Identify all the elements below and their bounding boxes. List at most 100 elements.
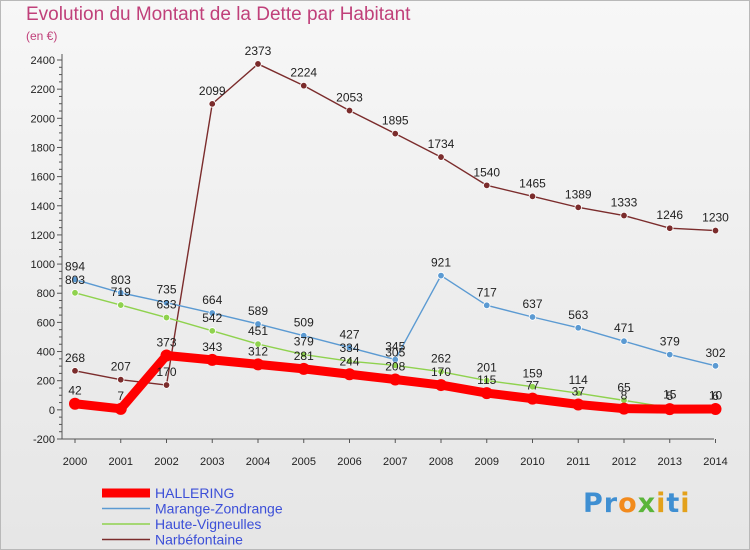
data-point-haute-vigneulles xyxy=(574,389,582,397)
data-point-hallering xyxy=(663,403,676,416)
data-label-marange-zondrange: 509 xyxy=(294,316,314,330)
x-tick-label: 2013 xyxy=(658,456,682,468)
legend-label: Marange-Zondrange xyxy=(155,501,283,517)
data-point-marange-zondrange xyxy=(117,289,125,297)
data-point-hallering xyxy=(343,368,356,381)
x-tick-label: 2011 xyxy=(566,456,590,468)
x-tick-label: 2006 xyxy=(337,456,361,468)
data-label-hallering: 170 xyxy=(431,365,451,379)
data-label-narbefontaine: 207 xyxy=(111,360,131,374)
data-point-marange-zondrange xyxy=(620,337,628,345)
data-labels: 268 207 170 2099 2373 2224 2053 1895 1734 1540 146… xyxy=(65,44,729,403)
data-point-narbefontaine xyxy=(71,367,79,375)
data-label-hallering: 77 xyxy=(526,379,540,393)
axes: -200 0 200 400 600 800 1000 1200 1400 1600 1800 200… xyxy=(31,54,728,468)
data-point-hallering xyxy=(572,398,585,411)
data-point-haute-vigneulles xyxy=(345,357,354,365)
data-point-narbefontaine xyxy=(666,224,674,232)
data-point-narbefontaine xyxy=(345,106,354,115)
y-tick-label: 600 xyxy=(37,317,55,329)
y-tick-label: 800 xyxy=(37,288,55,300)
data-label-marange-zondrange: 427 xyxy=(339,328,359,342)
data-label-haute-vigneulles: 305 xyxy=(385,345,405,359)
data-label-hallering: 343 xyxy=(202,340,222,354)
data-point-hallering xyxy=(206,353,219,366)
data-label-haute-vigneulles: 262 xyxy=(431,352,451,366)
data-point-hallering xyxy=(114,402,127,415)
logo-letter: P xyxy=(583,488,604,519)
data-point-marange-zondrange xyxy=(254,320,262,328)
data-point-marange-zondrange xyxy=(437,271,445,280)
data-point-narbefontaine xyxy=(483,181,491,190)
data-label-haute-vigneulles: 65 xyxy=(617,380,631,394)
data-point-hallering xyxy=(435,379,447,392)
data-label-narbefontaine: 1333 xyxy=(611,196,638,210)
data-point-hallering xyxy=(480,387,493,400)
x-tick-label: 2014 xyxy=(703,456,727,468)
x-tick-label: 2000 xyxy=(63,456,87,468)
data-label-narbefontaine: 1540 xyxy=(473,165,500,179)
data-point-marange-zondrange xyxy=(483,301,491,310)
legend-label: Haute-Vigneulles xyxy=(155,516,261,532)
data-label-marange-zondrange: 717 xyxy=(477,285,497,299)
y-tick-label: -200 xyxy=(33,434,55,446)
data-point-narbefontaine xyxy=(711,226,720,235)
x-tick-label: 2005 xyxy=(292,456,316,468)
data-point-marange-zondrange xyxy=(345,343,354,352)
data-point-narbefontaine xyxy=(574,203,582,212)
logo-letter: t xyxy=(666,488,681,519)
data-point-marange-zondrange xyxy=(208,309,216,317)
x-tick-label: 2003 xyxy=(200,456,224,468)
data-label-narbefontaine: 1734 xyxy=(428,137,455,151)
data-label-hallering: 373 xyxy=(156,335,176,349)
data-point-hallering xyxy=(618,402,630,415)
data-label-hallering: 7 xyxy=(117,389,124,403)
legend-label: HALLERING xyxy=(155,485,234,501)
data-label-narbefontaine: 268 xyxy=(65,351,85,365)
data-label-marange-zondrange: 735 xyxy=(156,283,176,297)
data-label-hallering: 115 xyxy=(477,373,496,387)
logo-letter: r xyxy=(603,488,619,519)
data-label-haute-vigneulles: 379 xyxy=(294,335,314,349)
data-point-haute-vigneulles xyxy=(300,350,308,359)
data-point-narbefontaine xyxy=(162,381,171,389)
chart-title: Evolution du Montant de la Dette par Hab… xyxy=(26,4,411,25)
data-point-hallering xyxy=(709,402,722,415)
data-point-narbefontaine xyxy=(117,375,125,384)
data-point-narbefontaine xyxy=(254,60,262,68)
data-label-narbefontaine: 2099 xyxy=(199,84,226,98)
data-point-narbefontaine xyxy=(300,81,308,90)
logo-letter: i xyxy=(656,488,667,519)
data-label-marange-zondrange: 563 xyxy=(568,308,588,322)
data-label-haute-vigneulles: 159 xyxy=(522,367,542,381)
y-tick-label: 1400 xyxy=(31,201,55,213)
data-point-marange-zondrange xyxy=(71,275,79,284)
chart-subtitle: (en €) xyxy=(26,29,58,43)
y-tick-label: 200 xyxy=(37,376,55,388)
data-point-hallering xyxy=(297,362,310,375)
data-label-narbefontaine: 1230 xyxy=(702,211,729,225)
data-point-haute-vigneulles xyxy=(437,367,445,376)
y-tick-label: 1800 xyxy=(31,142,55,154)
data-label-marange-zondrange: 471 xyxy=(614,321,634,335)
data-label-narbefontaine: 1895 xyxy=(382,114,409,128)
data-point-marange-zondrange xyxy=(528,313,537,321)
data-label-haute-vigneulles: 633 xyxy=(156,298,176,312)
x-tick-label: 2002 xyxy=(154,456,178,468)
data-label-narbefontaine: 1246 xyxy=(656,208,683,222)
data-point-marange-zondrange xyxy=(666,350,674,359)
data-label-haute-vigneulles: 114 xyxy=(569,373,588,387)
data-point-haute-vigneulles xyxy=(483,376,491,385)
data-label-hallering: 312 xyxy=(248,344,268,358)
data-label-hallering: 244 xyxy=(339,354,359,368)
data-label-hallering: 37 xyxy=(572,384,586,398)
data-point-marange-zondrange xyxy=(300,331,308,340)
data-label-haute-vigneulles: 719 xyxy=(111,285,131,299)
data-label-haute-vigneulles: 201 xyxy=(477,361,497,375)
data-label-marange-zondrange: 302 xyxy=(705,346,725,360)
logo-letter: i xyxy=(680,488,691,519)
data-label-marange-zondrange: 664 xyxy=(202,293,222,307)
data-point-narbefontaine xyxy=(208,100,216,108)
y-tick-label: 2000 xyxy=(31,113,55,125)
data-label-hallering: 5 xyxy=(666,389,673,403)
